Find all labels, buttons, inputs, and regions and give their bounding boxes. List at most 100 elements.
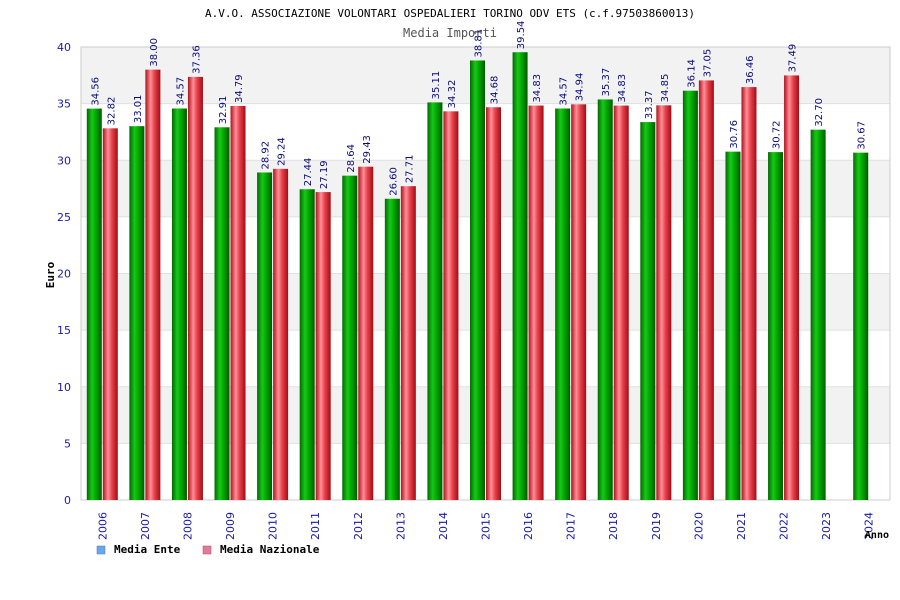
x-tick-label: 2011 (309, 512, 322, 540)
x-tick-label: 2010 (267, 512, 280, 540)
chart-title: A.V.O. ASSOCIAZIONE VOLONTARI OSPEDALIER… (205, 7, 695, 20)
x-tick-label: 2015 (480, 512, 493, 540)
x-tick-label: 2022 (778, 512, 791, 540)
bar-value-label: 30.76 (729, 120, 740, 149)
bar-media-nazionale (187, 76, 203, 500)
bar-value-label: 38.81 (474, 29, 485, 58)
axes: 0 5 10 15 20 25 30 35 40 2006 2007 2008 2009 2010 2011… (57, 41, 876, 540)
x-tick-label: 2009 (224, 512, 237, 540)
bar-media-nazionale (400, 186, 416, 500)
bar-media-ente (129, 126, 145, 501)
bar-media-nazionale (528, 105, 544, 501)
bar-media-nazionale (145, 69, 161, 501)
bar-value-label: 34.56 (90, 77, 101, 106)
bar-media-nazionale (656, 105, 672, 500)
bar-value-label: 27.44 (303, 158, 314, 187)
bar-media-ente (257, 172, 273, 500)
bar-value-label: 38.00 (149, 38, 160, 67)
y-tick-label: 35 (57, 98, 71, 111)
y-tick-label: 20 (57, 268, 71, 281)
y-tick-label: 40 (57, 41, 71, 54)
bar-value-label: 27.71 (404, 155, 415, 184)
bar-media-ente (342, 175, 358, 501)
bar-value-label: 36.14 (686, 59, 697, 88)
bar-media-ente (86, 108, 102, 500)
bar-value-label: 37.36 (191, 45, 202, 74)
bar-value-label: 34.79 (234, 74, 245, 103)
plot-area-border (80, 46, 891, 501)
bar-value-label: 34.57 (559, 77, 570, 106)
bar-media-ente (214, 127, 230, 500)
bar-value-label: 35.11 (431, 71, 442, 100)
bar-media-nazionale (784, 75, 800, 500)
bar-media-ente (555, 108, 571, 500)
x-tick-label: 2012 (352, 512, 365, 540)
bar-media-ente (640, 122, 656, 500)
legend-swatch-ente (96, 545, 106, 555)
bar-value-label: 34.83 (532, 74, 543, 103)
legend-swatch-nazionale (202, 545, 212, 555)
bar-value-label: 37.49 (788, 44, 799, 73)
bar-value-label: 35.37 (601, 68, 612, 97)
bar-value-label: 26.60 (388, 167, 399, 196)
y-tick-label: 0 (64, 494, 71, 507)
bar-media-nazionale (613, 105, 629, 501)
bar-media-ente (427, 102, 443, 501)
x-tick-label: 2020 (692, 512, 705, 540)
bar-media-ente (768, 152, 784, 500)
y-tick-label: 30 (57, 154, 71, 167)
bar-value-label: 29.24 (277, 137, 288, 166)
chart-subtitle: Media Importi (403, 26, 497, 40)
bar-media-ente (299, 189, 315, 500)
x-tick-label: 2007 (139, 512, 152, 540)
bar-value-label: 30.72 (772, 120, 783, 149)
data-labels: 34.56 33.01 34.57 32.91 28.92 27.44 28.64 26.60… (90, 21, 867, 196)
x-tick-label: 2019 (650, 512, 663, 540)
bar-value-label: 33.01 (133, 95, 144, 124)
x-tick-label: 2018 (607, 512, 620, 540)
bar-value-label: 33.37 (644, 90, 655, 119)
x-tick-label: 2006 (96, 512, 109, 540)
x-tick-label: 2013 (394, 512, 407, 540)
x-tick-label: 2016 (522, 512, 535, 540)
bar-media-nazionale (486, 107, 501, 501)
y-tick-label: 25 (57, 211, 71, 224)
bar-media-nazionale (102, 128, 118, 500)
x-axis-label: Anno (865, 530, 889, 541)
bar-value-label: 36.46 (745, 55, 756, 84)
bar-value-label: 32.82 (106, 97, 117, 126)
bars (86, 52, 869, 501)
legend: Media Ente Media Nazionale (96, 543, 320, 556)
bar-value-label: 34.32 (447, 80, 458, 109)
bar-value-label: 34.57 (175, 77, 186, 106)
bar-value-label: 28.92 (261, 141, 272, 170)
bar-value-label: 34.85 (660, 74, 671, 103)
bar-value-label: 29.43 (362, 135, 373, 164)
legend-label-nazionale: Media Nazionale (220, 543, 320, 556)
bar-media-ente (384, 198, 400, 500)
bar-media-ente (682, 90, 698, 500)
bar-value-label: 30.67 (857, 121, 868, 150)
bar-media-ente (171, 108, 187, 500)
bar-media-nazionale (273, 168, 289, 500)
bar-value-label: 39.54 (516, 21, 527, 50)
bar-value-label: 34.68 (490, 76, 501, 105)
x-tick-label: 2017 (565, 512, 578, 540)
bar-media-nazionale (741, 87, 757, 500)
bar-media-nazionale (358, 166, 374, 500)
bar-value-label: 34.94 (575, 73, 586, 102)
y-tick-label: 5 (64, 437, 71, 450)
bar-media-ente (853, 152, 869, 501)
bar-media-ente (810, 129, 826, 501)
bar-media-nazionale (698, 80, 714, 500)
bar-value-label: 27.19 (319, 160, 330, 189)
legend-label-ente: Media Ente (114, 543, 181, 556)
bar-media-nazionale (571, 104, 587, 500)
bar-media-ente (597, 99, 613, 500)
x-tick-label: 2024 (863, 512, 876, 540)
bar-media-ente (512, 52, 528, 500)
bar-value-label: 28.64 (346, 144, 357, 173)
bar-value-label: 34.83 (617, 74, 628, 103)
x-tick-label: 2021 (735, 512, 748, 540)
